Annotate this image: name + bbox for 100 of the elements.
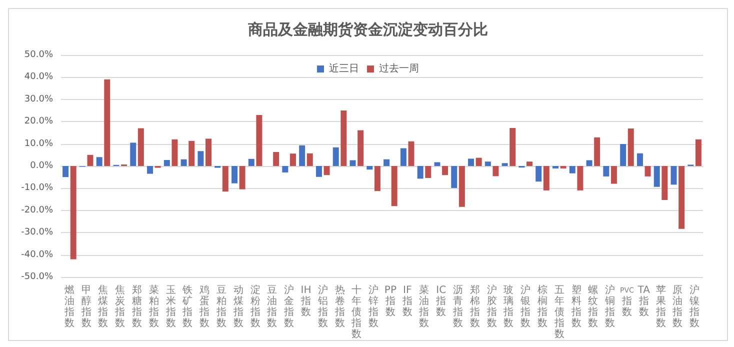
x-tick-label: 苹果指数	[654, 284, 666, 329]
x-tick-label: 沪镍指数	[688, 284, 700, 329]
legend-label: 过去一周	[379, 62, 419, 74]
bar	[468, 158, 474, 166]
bar	[130, 142, 136, 166]
bar	[350, 160, 356, 166]
bar	[458, 166, 465, 207]
bar	[198, 151, 204, 166]
y-tick-label: -40.0%	[21, 250, 54, 260]
bar	[502, 163, 508, 166]
bar	[644, 166, 651, 176]
bar	[290, 154, 296, 166]
bar	[299, 145, 306, 166]
bar	[104, 79, 110, 166]
bar	[391, 166, 398, 206]
y-tick-label: 0.0%	[30, 161, 54, 171]
bar	[374, 166, 380, 192]
x-tick-label: 淀粉指数	[249, 284, 260, 329]
bar	[231, 166, 238, 184]
bar	[256, 114, 262, 166]
x-tick-label: 郑棉指数	[468, 284, 480, 329]
bar	[147, 166, 154, 174]
bar	[87, 154, 94, 166]
x-tick-label: 铁矿指数	[182, 284, 193, 329]
x-tick-label: 沪金指数	[283, 284, 294, 329]
bar	[678, 166, 685, 229]
bar	[96, 157, 102, 166]
bar	[586, 160, 592, 166]
bar	[62, 166, 69, 178]
bar	[417, 166, 424, 179]
bar	[316, 166, 322, 177]
bar	[164, 160, 170, 166]
x-tick-label: 沪铝指数	[316, 284, 328, 329]
bar	[662, 166, 668, 200]
bar	[180, 159, 187, 166]
bar	[670, 166, 677, 185]
y-tick-label: 40.0%	[24, 72, 54, 82]
bar	[384, 159, 390, 166]
y-tick-label: 30.0%	[24, 94, 54, 104]
bar	[172, 139, 178, 166]
bar	[400, 148, 406, 166]
bar	[636, 153, 643, 166]
legend-label: 近三日	[329, 62, 359, 74]
bar	[510, 128, 516, 166]
x-tick-label: 郑糖指数	[131, 284, 142, 329]
bar	[248, 158, 254, 166]
x-tick-label: 沪铜指数	[604, 284, 616, 329]
bar	[273, 152, 280, 166]
x-tick-label: 螺纹指数	[587, 284, 598, 329]
y-tick-label: -20.0%	[21, 205, 54, 216]
bar	[324, 166, 330, 176]
bar	[239, 166, 246, 190]
bar	[451, 166, 458, 188]
x-tick-label: 豆油指数	[266, 285, 278, 329]
x-tick-label: 玉米指数	[164, 285, 176, 329]
bar	[603, 166, 610, 176]
x-tick-label: 焦炭指数	[114, 284, 126, 329]
bar	[543, 166, 550, 190]
x-tick-label: PP指数	[384, 285, 396, 318]
bar	[476, 158, 482, 166]
bar	[569, 166, 576, 174]
y-tick-label: -10.0%	[21, 183, 54, 194]
bar	[434, 162, 440, 166]
x-tick-label: 沪银指数	[520, 284, 531, 329]
bar	[484, 162, 491, 166]
x-tick-label: 沪锌指数	[368, 284, 379, 329]
bar	[70, 166, 76, 260]
x-tick-label: 塑料指数	[570, 284, 582, 329]
bar	[366, 166, 373, 170]
bar	[306, 153, 313, 166]
bar	[654, 166, 660, 187]
bar	[188, 140, 195, 166]
bar	[425, 166, 432, 178]
y-tick-label: 50.0%	[24, 50, 54, 60]
y-tick-label: 10.0%	[24, 138, 54, 149]
x-tick-label: 菜粕指数	[148, 284, 159, 329]
bar	[332, 147, 339, 166]
x-tick-label: IC指数	[435, 285, 446, 318]
x-tick-label: 焦煤指数	[97, 284, 108, 329]
bar	[577, 166, 584, 190]
bar	[594, 137, 600, 166]
bar	[526, 162, 533, 166]
bar	[340, 110, 347, 166]
x-tick-label: 原油指数	[672, 285, 683, 329]
bar	[358, 130, 364, 166]
x-tick-label: 十年债指数	[350, 284, 362, 340]
bar	[138, 128, 144, 166]
chart-title: 商品及金融期货资金沉淀变动百分比	[247, 20, 488, 38]
bar	[442, 166, 448, 176]
x-tick-label: 动煤指数	[232, 285, 244, 329]
x-tick-label: 燃油指数	[63, 284, 74, 329]
bar	[492, 166, 499, 176]
x-tick-label: 五年债指数	[553, 285, 564, 340]
x-tick-label: 玻璃指数	[502, 284, 514, 329]
x-tick-label: 甲醇指数	[80, 285, 92, 329]
bar	[620, 144, 626, 166]
x-tick-label: 沥青指数	[452, 284, 464, 329]
bar	[695, 139, 702, 166]
x-tick-label: TA指数	[636, 285, 650, 318]
x-tick-label: IH指数	[300, 285, 312, 318]
